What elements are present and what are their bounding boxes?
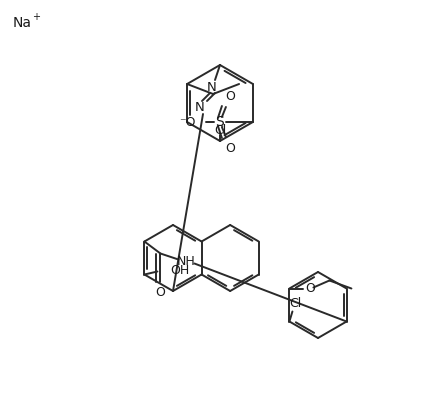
Text: Cl: Cl xyxy=(289,297,302,310)
Text: O: O xyxy=(225,89,235,102)
Text: O: O xyxy=(225,141,235,154)
Text: O: O xyxy=(306,282,315,295)
Text: ⁻O: ⁻O xyxy=(179,115,196,128)
Text: Na: Na xyxy=(13,16,32,30)
Text: N: N xyxy=(195,100,205,113)
Text: N: N xyxy=(207,80,217,93)
Text: OH: OH xyxy=(170,264,189,277)
Text: Cl: Cl xyxy=(214,123,226,136)
Text: NH: NH xyxy=(177,255,196,268)
Text: +: + xyxy=(32,12,40,22)
Text: O: O xyxy=(155,286,165,299)
Text: S: S xyxy=(216,115,224,129)
